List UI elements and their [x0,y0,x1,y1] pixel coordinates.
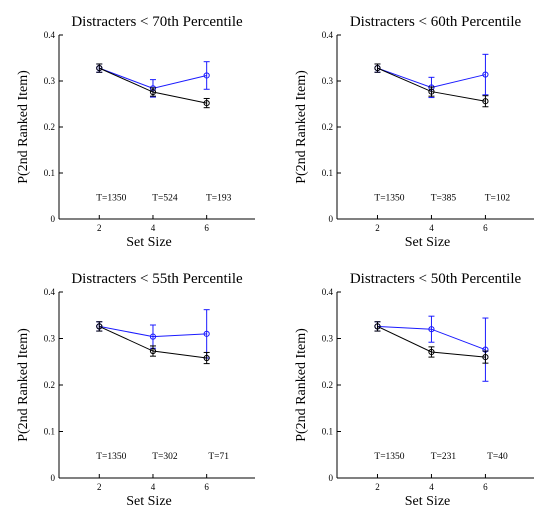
trial-count-annotation: T=193 [206,193,232,203]
x-tick-label: 4 [429,223,434,233]
x-tick-label: 6 [483,223,488,233]
y-tick-label: 0.1 [44,168,55,178]
y-tick-label: 0.3 [44,76,56,86]
trial-count-annotation: T=1350 [374,193,404,203]
y-tick-label: 0.4 [322,30,334,40]
data-point [96,65,103,72]
x-tick-label: 4 [151,482,156,492]
y-tick-label: 0 [329,473,334,483]
data-point [203,354,210,362]
y-tick-label: 0.3 [322,334,334,344]
x-tick-label: 6 [204,223,209,233]
data-point [428,348,435,356]
y-tick-label: 0.4 [44,287,56,297]
y-tick-label: 0.2 [44,380,55,390]
trial-count-annotation: T=1350 [374,452,404,462]
trial-count-annotation: T=71 [208,452,229,462]
data-point [428,88,435,95]
data-point [203,72,210,79]
trial-count-annotation: T=231 [431,452,457,462]
data-point [374,323,381,330]
y-tick-label: 0.4 [44,30,56,40]
x-tick-label: 2 [97,482,102,492]
chart-title: Distracters < 50th Percentile [350,271,522,287]
y-axis-label: P(2nd Ranked Item) [16,328,31,442]
y-tick-label: 0.2 [44,122,55,132]
y-tick-label: 0.1 [322,168,333,178]
chart-title: Distracters < 60th Percentile [350,14,522,30]
x-tick-label: 2 [97,223,102,233]
data-point [482,98,489,105]
chart-title: Distracters < 70th Percentile [71,14,243,30]
x-tick-label: 2 [375,223,380,233]
data-point [203,330,210,337]
trial-count-annotation: T=40 [487,452,508,462]
trial-count-annotation: T=1350 [96,452,126,462]
data-point [482,354,489,361]
trial-count-annotation: T=385 [431,193,457,203]
x-axis-label: Set Size [405,494,451,508]
chart-panel-1: Distracters < 70th Percentile 0 0.1 0.2 0.3 0… [16,14,255,250]
chart-panel-4: Distracters < 50th Percentile 0 0.1 0.2 0.3 0… [294,271,534,508]
y-tick-label: 0 [51,473,56,483]
y-tick-label: 0.3 [322,76,334,86]
chart-panel-3: Distracters < 55th Percentile 0 0.1 0.2 0.3 0… [16,271,255,508]
data-point [96,323,103,330]
y-tick-label: 0.2 [322,380,333,390]
x-axis-label: Set Size [126,494,172,508]
x-axis-label: Set Size [126,235,172,250]
y-tick-label: 0.4 [322,287,334,297]
trial-count-annotation: T=1350 [96,193,126,203]
x-tick-label: 4 [151,223,156,233]
chart-title: Distracters < 55th Percentile [71,271,243,287]
x-tick-label: 2 [375,482,380,492]
chart-panel-2: Distracters < 60th Percentile 0 0.1 0.2 0.3 0… [294,14,534,250]
y-tick-label: 0.2 [322,122,333,132]
x-tick-label: 6 [483,482,488,492]
y-axis-label: P(2nd Ranked Item) [294,328,309,442]
x-tick-label: 4 [429,482,434,492]
x-axis-label: Set Size [405,235,451,250]
data-point [203,99,210,107]
x-tick-label: 6 [204,482,209,492]
y-axis-label: P(2nd Ranked Item) [294,70,309,184]
data-point [149,347,157,355]
y-tick-label: 0 [329,214,334,224]
trial-count-annotation: T=524 [152,193,178,203]
data-point [149,333,157,340]
data-point [482,71,489,78]
y-axis-label: P(2nd Ranked Item) [16,70,31,184]
trial-count-annotation: T=302 [152,452,178,462]
y-tick-label: 0 [51,214,56,224]
y-tick-label: 0.1 [44,427,55,437]
y-tick-label: 0.3 [44,334,56,344]
trial-count-annotation: T=102 [485,193,511,203]
data-point [428,326,435,333]
data-point [149,88,157,96]
y-tick-label: 0.1 [322,427,333,437]
data-point [374,65,381,72]
